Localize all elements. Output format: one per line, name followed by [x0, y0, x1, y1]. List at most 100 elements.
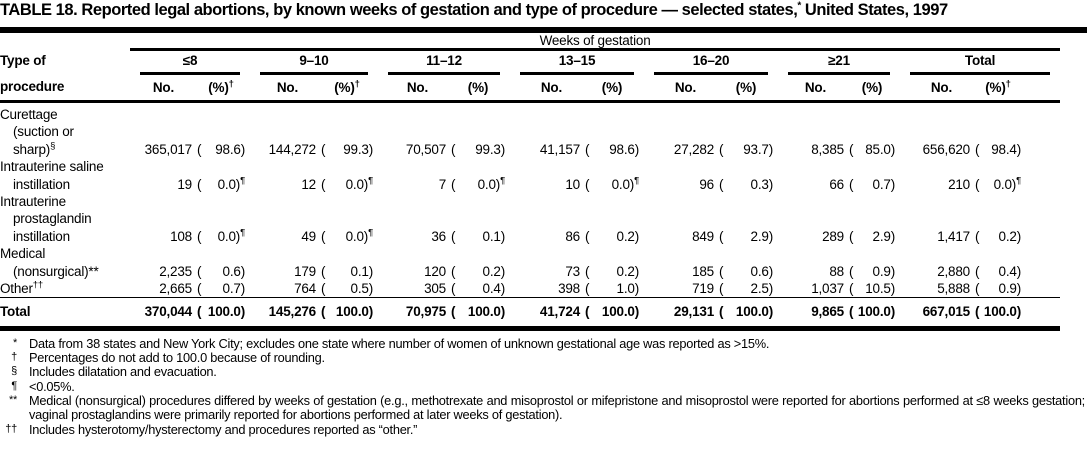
open-paren: (	[975, 281, 980, 297]
percent-wrap: (100.0)	[580, 303, 644, 320]
col-group-9–10: 9–10	[250, 50, 378, 75]
percent-wrap: (0.1)	[446, 228, 510, 245]
percent-footnote-marker: ¶	[368, 175, 373, 187]
footnote: § Includes dilatation and evacuation.	[0, 365, 1085, 380]
percent-value: 0.0)¶	[217, 227, 246, 244]
percent-value: 85.0)	[865, 141, 895, 157]
open-paren: (	[975, 228, 980, 244]
procedure-label-cell: Intrauterine saline instillation	[0, 158, 130, 193]
percent-value: 0.9)	[872, 263, 896, 279]
percent-value: 0.0)¶	[217, 175, 246, 192]
percent-wrap: (0.2)	[580, 263, 644, 280]
percent-cell: (0.4)	[446, 280, 510, 298]
percent-value: 0.2)	[616, 228, 640, 244]
abortions-by-gestation-table: Type of procedure Weeks of gestation ≤8 9…	[0, 33, 1061, 331]
percent-cell: (0.1)	[316, 245, 378, 280]
percent-cell: (0.3)	[714, 158, 778, 193]
spacer-cell	[1026, 280, 1060, 298]
percent-value: 0.5)	[350, 281, 374, 297]
open-paren: (	[719, 263, 724, 279]
count-cell: 12	[301, 176, 316, 192]
open-paren: (	[849, 263, 854, 279]
percent-wrap: (0.4)	[970, 263, 1026, 280]
count-cell: 41,724	[510, 297, 580, 331]
count-cell: 144,272	[268, 141, 317, 157]
col-group-label: 9–10	[260, 53, 368, 75]
percent-wrap: (2.9)	[714, 228, 778, 245]
open-paren: (	[321, 263, 326, 279]
no-column-header: No.	[900, 75, 970, 103]
count-cell: 96	[699, 176, 714, 192]
percent-wrap: (0.2)	[446, 263, 510, 280]
open-paren: (	[585, 304, 590, 320]
percent-cell: (2.9)	[714, 193, 778, 245]
percent-cell: (0.9)	[970, 280, 1026, 298]
count-cell: 719	[692, 281, 714, 297]
percent-value: 98.6)	[609, 141, 639, 157]
count-cell: 8,385	[811, 141, 844, 157]
percent-value: 99.3)	[475, 141, 505, 157]
no-column-header: No.	[378, 75, 446, 103]
pct-footnote-marker: †	[1005, 78, 1011, 90]
percent-value: 2.9)	[750, 228, 774, 244]
percent-wrap: (0.6)	[714, 263, 778, 280]
percent-cell: (0.0)¶	[970, 158, 1026, 193]
procedure-label-line: instillation	[13, 176, 70, 192]
open-paren: (	[451, 304, 456, 320]
footnote-marker: †	[11, 351, 17, 364]
open-paren: (	[585, 281, 590, 297]
open-paren: (	[197, 281, 202, 297]
percent-wrap: (100.0)	[844, 303, 900, 320]
no-column-header: No.	[778, 75, 844, 103]
spacer-cell	[1026, 193, 1060, 245]
open-paren: (	[975, 141, 980, 157]
percent-cell: (2.9)	[844, 193, 900, 245]
count-cell: 849	[692, 228, 714, 244]
open-paren: (	[719, 304, 724, 320]
count-cell: 66	[829, 176, 844, 192]
percent-cell: (0.6)	[714, 245, 778, 280]
count-cell: 145,276	[250, 297, 316, 331]
percent-cell: (0.7)	[192, 280, 250, 298]
percent-value: 0.7)	[872, 176, 896, 192]
footnote-text: Includes hysterotomy/hysterectomy and pr…	[29, 421, 418, 437]
percent-wrap: (100.0)	[970, 303, 1026, 320]
count-cell: 656,620	[922, 141, 971, 157]
count-cell: 2,235	[159, 263, 192, 279]
no-column-header: No.	[130, 75, 192, 103]
footnote-text: Medical (nonsurgical) procedures differe…	[29, 393, 1085, 423]
percent-footnote-marker: ¶	[368, 227, 373, 239]
col-group-label: 16–20	[654, 53, 768, 75]
open-paren: (	[719, 141, 724, 157]
table-header: Type of procedure Weeks of gestation ≤8 9…	[0, 33, 1061, 103]
percent-wrap: (85.0)	[844, 141, 900, 158]
percent-cell: (98.6)	[192, 102, 250, 159]
pct-column-header: (%)	[714, 75, 778, 103]
procedure-label-line: Intrauterine saline	[0, 159, 104, 175]
open-paren: (	[719, 176, 724, 192]
col-group-≤8: ≤8	[130, 50, 250, 75]
procedure-label-line: Curettage	[0, 107, 58, 122]
percent-cell: (0.2)	[580, 245, 644, 280]
spacer-cell	[1026, 245, 1060, 280]
open-paren: (	[197, 141, 202, 157]
no-column-header: No.	[644, 75, 714, 103]
count-cell: 2,880	[937, 263, 970, 279]
procedure-label-cell: Curettage (suction or sharp)§	[0, 102, 130, 159]
percent-value: 100.0)	[335, 304, 373, 320]
open-paren: (	[719, 281, 724, 297]
pct-column-header: (%)†	[316, 75, 378, 103]
open-paren: (	[585, 141, 590, 157]
percent-cell: (93.7)	[714, 102, 778, 159]
open-paren: (	[197, 263, 202, 279]
title-footnote-marker: *	[797, 0, 801, 12]
percent-value: 10.5)	[865, 281, 895, 297]
no-column-header: No.	[510, 75, 580, 103]
percent-cell: (100.0)	[446, 297, 510, 331]
percent-cell: (0.0)¶	[192, 193, 250, 245]
count-cell: 9,865	[778, 297, 844, 331]
percent-wrap: (98.6)	[580, 141, 644, 158]
percent-wrap: (0.0)¶	[192, 176, 250, 193]
percent-wrap: (0.0)¶	[580, 176, 644, 193]
procedure-label-cell: Intrauterine prostaglandin instillation	[0, 193, 130, 245]
